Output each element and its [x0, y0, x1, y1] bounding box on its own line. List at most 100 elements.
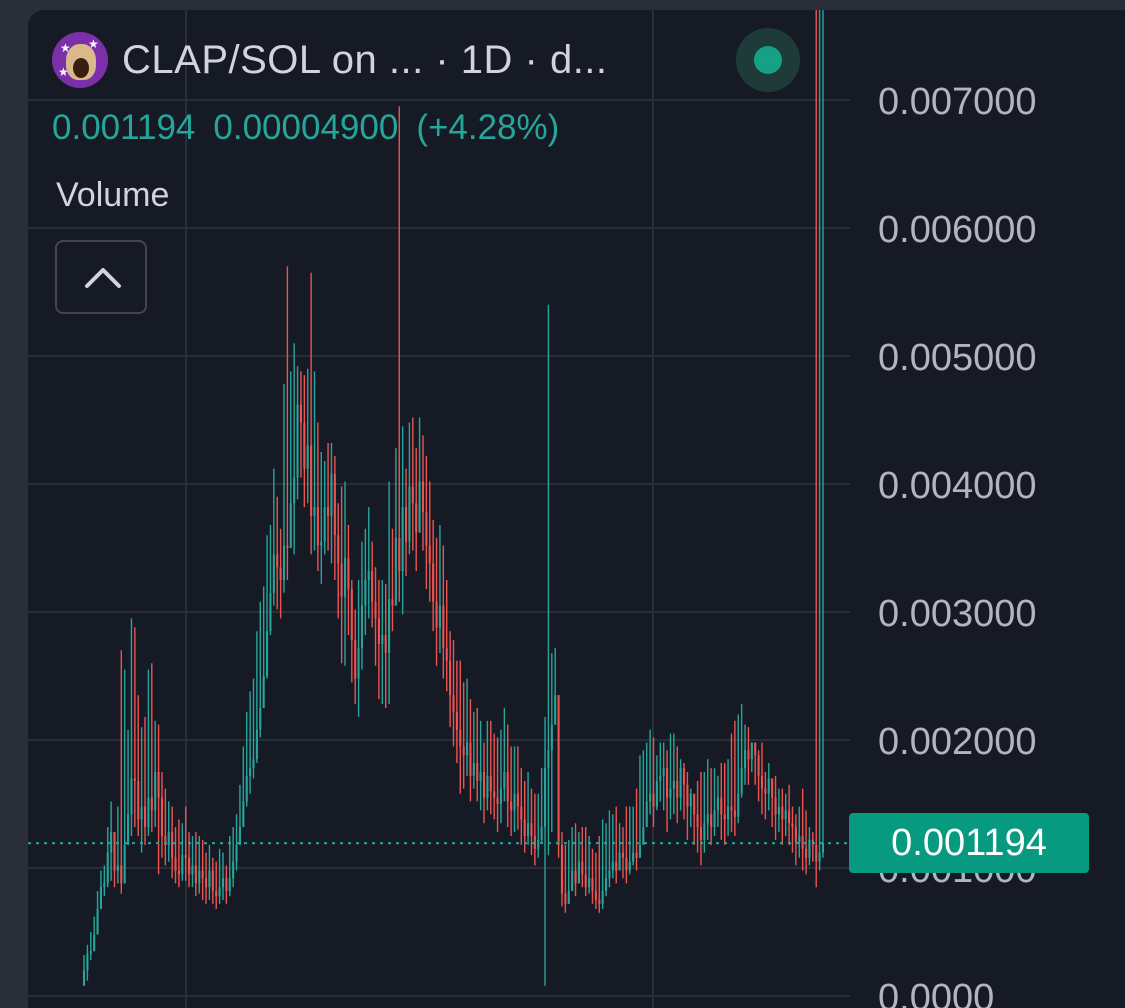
candle-body[interactable]	[282, 545, 286, 580]
candle-body[interactable]	[150, 797, 153, 811]
candle-body[interactable]	[682, 768, 686, 785]
candle-body[interactable]	[201, 870, 204, 879]
candle-body[interactable]	[272, 554, 275, 593]
candle-body[interactable]	[238, 827, 241, 845]
candle-body[interactable]	[784, 810, 787, 820]
candle-body[interactable]	[608, 870, 611, 879]
candle-body[interactable]	[415, 503, 418, 533]
candle-body[interactable]	[489, 775, 492, 792]
candle-body[interactable]	[503, 772, 506, 789]
candle-body[interactable]	[130, 778, 133, 815]
candle-body[interactable]	[686, 784, 689, 807]
candle-body[interactable]	[82, 970, 86, 986]
candle-body[interactable]	[211, 870, 214, 892]
candle-body[interactable]	[286, 545, 289, 548]
candle-body[interactable]	[713, 810, 716, 828]
candle-body[interactable]	[289, 503, 292, 548]
candle-body[interactable]	[354, 640, 357, 679]
candle-body[interactable]	[632, 852, 635, 862]
candle-body[interactable]	[666, 768, 669, 798]
candle-body[interactable]	[127, 814, 130, 845]
candle-body[interactable]	[449, 660, 452, 696]
candle-body[interactable]	[99, 887, 103, 909]
candle-body[interactable]	[777, 806, 780, 815]
candle-body[interactable]	[652, 793, 655, 807]
candle-body[interactable]	[747, 750, 750, 760]
candle-body[interactable]	[662, 768, 665, 776]
candle-body[interactable]	[381, 635, 384, 644]
candle-body[interactable]	[401, 507, 404, 572]
candle-body[interactable]	[388, 599, 391, 653]
candle-body[interactable]	[818, 852, 821, 862]
candle-body[interactable]	[659, 775, 662, 781]
candle-body[interactable]	[469, 742, 472, 776]
candle-body[interactable]	[204, 878, 208, 888]
clap-token-logo-icon[interactable]: ★ ★ ★	[52, 32, 108, 88]
candle-body[interactable]	[750, 742, 753, 760]
candle-body[interactable]	[364, 580, 367, 606]
candle-body[interactable]	[327, 507, 330, 516]
candle-body[interactable]	[313, 507, 316, 516]
candle-body[interactable]	[198, 870, 201, 884]
candle-body[interactable]	[676, 780, 679, 798]
candle-body[interactable]	[337, 535, 340, 564]
candle-body[interactable]	[693, 793, 696, 815]
candle-body[interactable]	[160, 797, 164, 836]
candle-body[interactable]	[347, 558, 350, 589]
candle-body[interactable]	[581, 861, 584, 875]
candle-body[interactable]	[720, 797, 723, 815]
candle-body[interactable]	[455, 711, 458, 730]
candle-body[interactable]	[116, 865, 119, 871]
candle-body[interactable]	[235, 844, 238, 862]
candle-body[interactable]	[510, 801, 513, 811]
candle-body[interactable]	[167, 832, 170, 845]
candle-body[interactable]	[689, 793, 692, 807]
candle-body[interactable]	[703, 823, 706, 840]
candle-body[interactable]	[516, 793, 519, 807]
candle-body[interactable]	[164, 836, 167, 845]
candle-body[interactable]	[391, 599, 394, 606]
candle-body[interactable]	[259, 708, 262, 730]
candle-body[interactable]	[628, 861, 631, 871]
candle-body[interactable]	[567, 891, 570, 904]
candle-body[interactable]	[679, 768, 682, 798]
candle-body[interactable]	[384, 635, 387, 653]
candle-body[interactable]	[194, 865, 197, 884]
candle-body[interactable]	[540, 827, 543, 840]
candle-body[interactable]	[316, 507, 319, 546]
candle-body[interactable]	[140, 806, 143, 820]
candle-body[interactable]	[462, 746, 465, 756]
candle-body[interactable]	[523, 819, 526, 836]
candle-body[interactable]	[466, 742, 469, 756]
candle-body[interactable]	[506, 772, 509, 802]
candle-body[interactable]	[188, 857, 191, 875]
candle-body[interactable]	[804, 848, 808, 858]
candle-body[interactable]	[594, 891, 597, 900]
candle-body[interactable]	[743, 750, 747, 769]
candle-body[interactable]	[530, 823, 533, 836]
live-status-dot-icon[interactable]	[736, 28, 800, 92]
candle-body[interactable]	[225, 878, 228, 892]
candle-body[interactable]	[479, 772, 482, 781]
candle-body[interactable]	[89, 951, 92, 954]
candle-body[interactable]	[425, 512, 428, 546]
candle-body[interactable]	[157, 772, 160, 798]
candle-body[interactable]	[604, 878, 608, 892]
candle-body[interactable]	[171, 832, 174, 858]
candle-body[interactable]	[757, 755, 760, 776]
candle-body[interactable]	[598, 900, 601, 904]
candle-body[interactable]	[621, 852, 625, 858]
candle-body[interactable]	[564, 893, 567, 904]
candle-body[interactable]	[137, 780, 140, 820]
candle-body[interactable]	[716, 797, 719, 811]
candle-body[interactable]	[306, 445, 309, 469]
volume-indicator-label[interactable]: Volume	[56, 176, 170, 214]
candle-body[interactable]	[737, 793, 740, 817]
candle-body[interactable]	[781, 806, 784, 820]
candle-body[interactable]	[788, 810, 791, 824]
candle-body[interactable]	[242, 801, 245, 828]
candle-body[interactable]	[215, 891, 218, 897]
candle-body[interactable]	[672, 780, 675, 789]
candle-body[interactable]	[255, 729, 258, 760]
candle-body[interactable]	[574, 870, 577, 884]
